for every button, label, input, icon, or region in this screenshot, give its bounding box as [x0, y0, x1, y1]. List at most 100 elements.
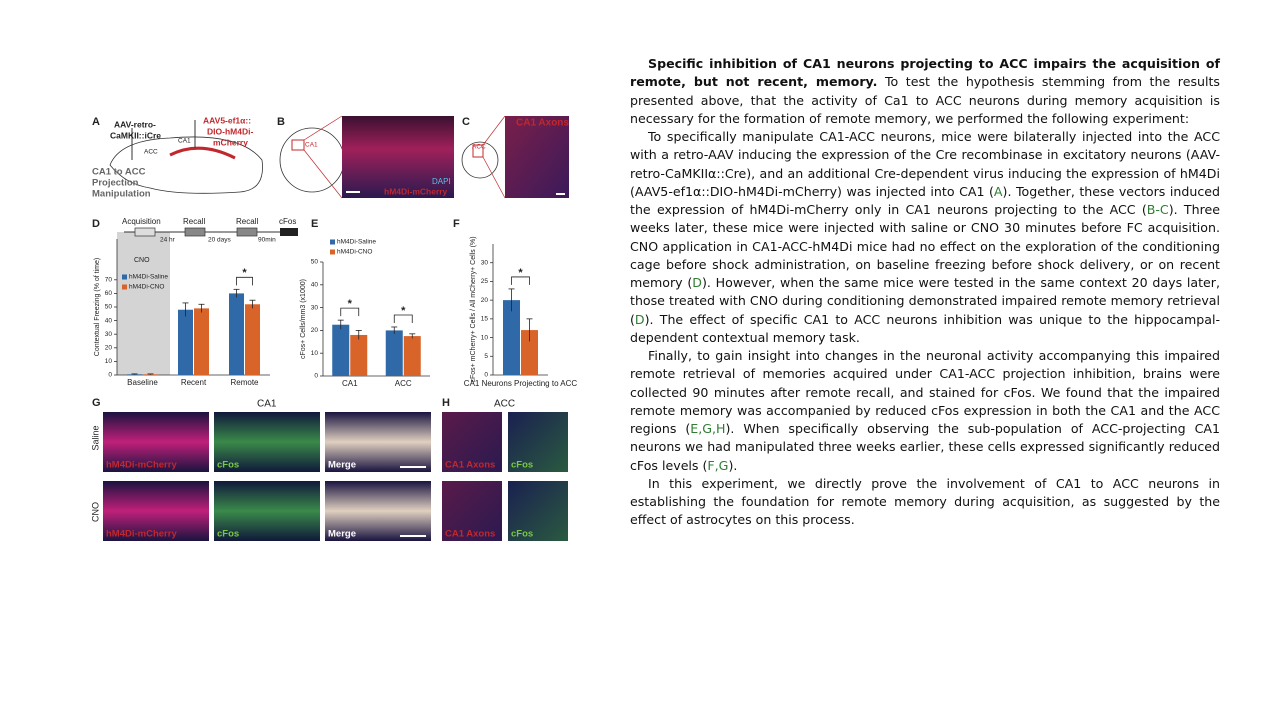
figure-label: Manipulation	[92, 189, 151, 200]
x-tick-label: Recent	[181, 378, 207, 387]
figure-label: DIO-hM4Di-	[207, 126, 253, 136]
x-tick-label: ACC	[395, 379, 412, 388]
text-span: In this experiment, we directly prove th…	[630, 475, 1220, 528]
x-tick-label: CA1	[342, 379, 358, 388]
y-tick-label: 20	[481, 297, 489, 304]
legend-label: hM4Di-CNO	[337, 249, 372, 256]
x-tick-label: Remote	[230, 378, 259, 387]
y-tick-label: 40	[311, 282, 319, 289]
figure-label: A	[92, 116, 100, 128]
significance-bracket	[511, 276, 530, 285]
paragraph: To specifically manipulate CA1-ACC neuro…	[630, 128, 1220, 347]
figure-label: ACC	[494, 399, 515, 410]
text-span: ). The effect of specific CA1 to ACC neu…	[630, 311, 1220, 345]
figure-label: hM4Di-mCherry	[106, 529, 177, 540]
micrograph	[442, 412, 502, 472]
figure-label: E	[311, 218, 318, 230]
paragraph: Finally, to gain insight into changes in…	[630, 347, 1220, 475]
legend-label: hM4Di-Saline	[129, 274, 168, 281]
bar	[194, 308, 209, 375]
paragraph: In this experiment, we directly prove th…	[630, 475, 1220, 530]
paragraph: Specific inhibition of CA1 neurons proje…	[630, 55, 1220, 128]
timeline-step	[134, 227, 156, 237]
figure-label: F	[453, 218, 460, 230]
legend-swatch	[122, 284, 127, 290]
zoom-line	[303, 149, 343, 199]
bar	[178, 309, 193, 375]
figure-label: CA1 Axons	[445, 460, 495, 471]
bar	[245, 304, 260, 375]
micrograph	[103, 412, 209, 472]
y-tick-label: 70	[105, 277, 113, 284]
figure-label: Merge	[328, 529, 356, 540]
figure-label: DAPI	[432, 177, 451, 186]
micrograph	[442, 481, 502, 541]
micrograph	[508, 481, 568, 541]
y-tick-label: 25	[481, 278, 489, 285]
figure-reference: A	[993, 183, 1003, 199]
figure-label: D	[92, 218, 100, 230]
significance-bracket	[236, 276, 253, 286]
text-span: Finally, to gain insight into changes in…	[630, 348, 1220, 436]
figure-label: Recall	[183, 217, 205, 226]
figure-label: ACC	[472, 144, 486, 151]
y-axis-label: cFos+ Cells/mm3 (x1000)	[300, 279, 307, 359]
text-span: ). When specifically observing the sub-p…	[630, 421, 1220, 473]
x-axis-label: CA1 Neurons Projecting to ACC	[464, 379, 578, 388]
y-tick-label: 60	[105, 290, 113, 297]
figure-label: 90min	[258, 237, 276, 244]
significance-star: *	[348, 298, 353, 310]
figure-reference: F,G	[707, 457, 729, 473]
bar	[332, 324, 350, 376]
figure-label: 24 hr	[160, 237, 176, 244]
y-tick-label: 10	[481, 334, 489, 341]
significance-star: *	[518, 267, 523, 279]
legend-swatch	[330, 239, 335, 245]
micrograph	[103, 481, 209, 541]
figure-label: G	[92, 397, 101, 409]
y-tick-label: 30	[481, 259, 489, 266]
significance-bracket	[393, 314, 413, 323]
body-text: Specific inhibition of CA1 neurons proje…	[630, 55, 1220, 530]
y-tick-label: 20	[105, 345, 113, 352]
figure-label: CA1	[305, 142, 318, 149]
y-tick-label: 30	[311, 304, 319, 311]
micrograph	[214, 412, 320, 472]
brain-outline	[109, 136, 263, 194]
significance-star: *	[401, 305, 406, 317]
y-tick-label: 0	[108, 372, 112, 379]
micrograph	[505, 116, 569, 198]
timeline-step	[184, 227, 206, 237]
significance-bracket	[340, 307, 360, 317]
y-tick-label: 0	[484, 372, 488, 379]
text-span: ). Together, these vectors induced the e…	[630, 183, 1220, 217]
legend-label: hM4Di-Saline	[337, 239, 376, 246]
micrograph	[508, 412, 568, 472]
figure-label: Recall	[236, 217, 258, 226]
figure-label: Saline	[90, 425, 100, 450]
figure-label: CA1 Axons	[445, 529, 495, 540]
zoom-line	[303, 115, 343, 141]
figure-label: CA1	[178, 138, 191, 145]
figure-label: CNO	[134, 257, 150, 264]
roi-box	[291, 139, 305, 151]
figure-label: CaMKII::iCre	[110, 130, 161, 140]
figure-label: H	[442, 397, 450, 409]
micrograph	[214, 481, 320, 541]
y-tick-label: 20	[311, 327, 319, 334]
y-tick-label: 10	[105, 358, 113, 365]
significance-star: *	[242, 267, 247, 279]
y-tick-label: 40	[105, 317, 113, 324]
bar	[229, 293, 244, 375]
bar	[403, 336, 421, 376]
bar	[385, 330, 403, 376]
figure-label: CA1 to ACC	[92, 167, 146, 178]
figure-reference: D	[692, 275, 702, 290]
text-span: ). Three weeks later, these mice were in…	[630, 202, 1220, 290]
text-span: ). However, when the same mice were test…	[630, 275, 1220, 327]
figure-reference: B-C	[1146, 202, 1169, 217]
y-tick-label: 10	[311, 350, 319, 357]
figure-label: cFos	[511, 460, 533, 471]
ca1-region	[169, 146, 236, 160]
